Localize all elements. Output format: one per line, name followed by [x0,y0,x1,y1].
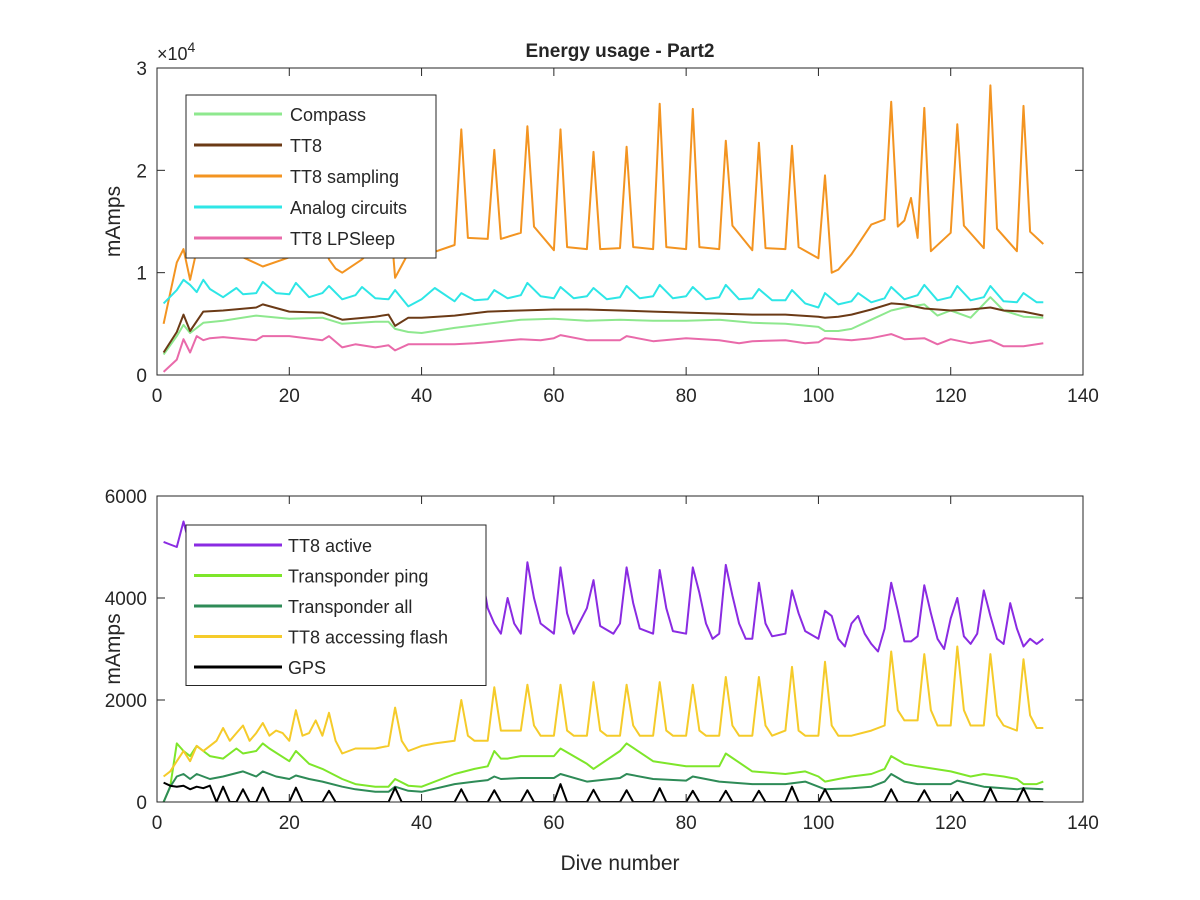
x-tick-label: 120 [935,813,967,834]
axes-box [156,495,1084,803]
y-exponent-label: ×104 [157,39,196,64]
y-tick-label: 0 [136,366,147,387]
legend-label: Transponder ping [288,567,428,587]
x-tick-label: 20 [279,386,300,407]
series-line-2 [162,84,1044,325]
y-tick-label: 2000 [105,691,147,712]
series-line-1 [162,302,1044,354]
x-tick-label: 60 [543,813,564,834]
legend-label: TT8 accessing flash [288,628,448,648]
axes-box [156,67,1084,376]
y-tick-label: 4000 [105,589,147,610]
legend: TT8 active Transponder ping Transponder al… [185,524,487,686]
legend-label: Transponder all [288,597,412,617]
legend-label: Analog circuits [290,198,407,218]
x-tick-label: 100 [803,386,835,407]
chart-panel-top: 0 20 40 60 80 100 120 140 0 1 2 3 ×104 mAmps Compass TT… [102,39,1099,407]
legend-label: TT8 LPSleep [290,229,395,249]
legend-label: TT8 active [288,536,372,556]
figure-title: Energy usage - Part2 [525,41,714,62]
series-line-2 [162,770,1044,802]
x-tick-label: 40 [411,386,432,407]
y-tick-label: 6000 [105,487,147,508]
x-tick-label: 20 [279,813,300,834]
y-tick-label: 3 [136,59,147,80]
series-line-4 [162,333,1044,373]
x-tick-label: 0 [152,813,163,834]
y-tick-label: 0 [136,793,147,814]
legend-label: GPS [288,658,326,678]
legend-label: TT8 [290,136,322,156]
series-line-4 [163,781,1044,802]
series-lines [162,520,1044,802]
series-line-1 [162,742,1044,802]
x-tick-label: 40 [411,813,432,834]
x-tick-label: 140 [1067,386,1099,407]
legend: Compass TT8 TT8 sampling Analog circuits TT8… [185,94,437,259]
y-tick-label: 2 [136,161,147,182]
legend-label: Compass [290,105,366,125]
y-axis-label: mAmps [102,613,125,684]
x-tick-label: 120 [935,386,967,407]
chart-panel-bottom: 0 20 40 60 80 100 120 140 0 2000 4000 6000 mAmps Dive… [102,487,1099,875]
x-tick-label: 140 [1067,813,1099,834]
y-axis-label: mAmps [102,186,125,257]
x-axis-label: Dive number [560,852,679,875]
series-line-3 [162,278,1044,309]
series-lines [162,84,1044,373]
x-tick-label: 80 [676,386,697,407]
series-line-0 [163,520,1044,653]
x-tick-label: 80 [676,813,697,834]
series-line-3 [162,645,1044,778]
y-tick-label: 1 [136,264,147,285]
x-tick-label: 100 [803,813,835,834]
x-tick-label: 0 [152,386,163,407]
legend-label: TT8 sampling [290,167,399,187]
x-tick-label: 60 [543,386,564,407]
